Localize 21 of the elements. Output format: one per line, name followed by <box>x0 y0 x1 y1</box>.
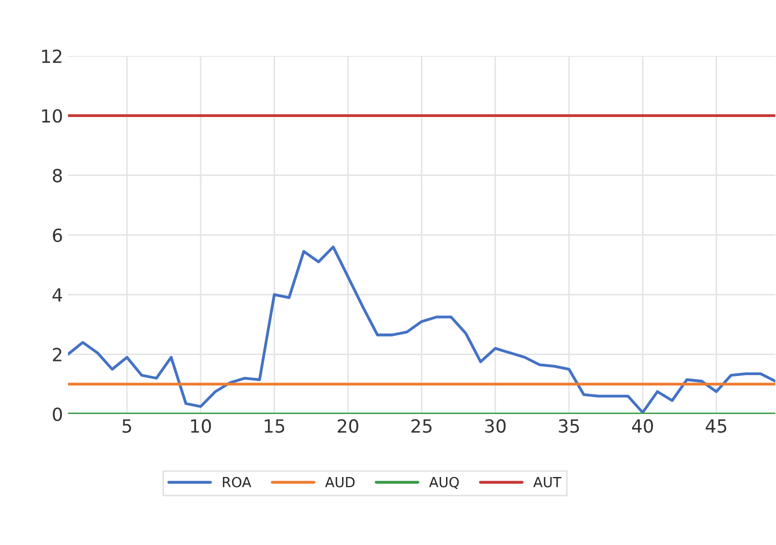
legend-label: AUQ <box>429 476 459 489</box>
x-tick-label: 5 <box>122 419 132 433</box>
y-tick-label: 2 <box>52 348 62 362</box>
legend-label: ROA <box>222 476 252 488</box>
x-tick-label: 40 <box>632 419 653 433</box>
x-tick-label: 20 <box>338 419 358 433</box>
y-tick-label: 4 <box>52 288 62 302</box>
x-tick-label: 10 <box>191 419 211 433</box>
y-tick-label: 12 <box>42 49 62 63</box>
y-tick-label: 10 <box>42 109 62 123</box>
legend-label: AUT <box>533 477 562 488</box>
line-series <box>68 246 776 414</box>
x-tick-label: 25 <box>411 419 432 433</box>
x-tick-label: 35 <box>558 419 579 433</box>
x-tick-label: 45 <box>706 419 726 433</box>
y-tick-label: 8 <box>52 168 62 182</box>
y-tick-label: 6 <box>52 228 62 242</box>
x-tick-label: 15 <box>264 419 284 433</box>
x-tick-label: 30 <box>485 419 506 433</box>
legend-label: AUD <box>325 477 355 488</box>
y-tick-label: 0 <box>52 407 62 422</box>
